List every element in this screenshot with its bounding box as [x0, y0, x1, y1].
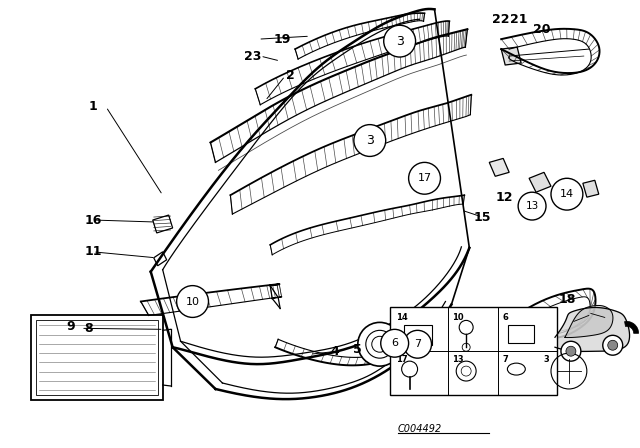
Text: 20: 20 [533, 23, 551, 36]
Bar [404, 325, 431, 345]
Text: 3: 3 [366, 134, 374, 147]
Text: 14: 14 [396, 314, 408, 323]
Text: 17: 17 [417, 173, 431, 183]
Bar [508, 325, 534, 343]
Circle shape [384, 25, 415, 57]
Text: 5: 5 [353, 343, 362, 356]
Text: 13: 13 [452, 355, 464, 364]
Text: 19: 19 [273, 33, 291, 46]
Circle shape [561, 341, 581, 361]
Polygon shape [565, 306, 613, 337]
Circle shape [354, 125, 386, 156]
Bar [36, 320, 157, 395]
Circle shape [358, 323, 402, 366]
Text: 7: 7 [502, 355, 508, 364]
Text: 10: 10 [186, 297, 200, 306]
Text: 4: 4 [330, 345, 339, 358]
Circle shape [177, 286, 209, 318]
Text: 2: 2 [285, 69, 294, 82]
Circle shape [566, 346, 576, 356]
Polygon shape [501, 47, 521, 65]
Text: 6: 6 [391, 338, 398, 348]
Text: 3: 3 [396, 34, 404, 47]
Circle shape [404, 330, 431, 358]
Text: 13: 13 [525, 201, 539, 211]
Polygon shape [529, 172, 551, 192]
Circle shape [608, 340, 618, 350]
Text: 16: 16 [84, 214, 102, 227]
Text: 21: 21 [510, 13, 528, 26]
Text: 3: 3 [543, 355, 548, 364]
Circle shape [603, 335, 623, 355]
Text: C004492: C004492 [397, 424, 442, 434]
Polygon shape [583, 180, 599, 197]
Bar [31, 315, 163, 400]
Text: 10: 10 [452, 314, 464, 323]
Text: 23: 23 [244, 50, 261, 63]
Text: 17: 17 [396, 355, 407, 364]
Text: 7: 7 [414, 339, 421, 349]
Bar [390, 307, 557, 395]
Polygon shape [555, 307, 630, 351]
Text: 14: 14 [560, 189, 574, 199]
Text: 6: 6 [502, 314, 508, 323]
Text: 8: 8 [84, 322, 93, 335]
Text: 12: 12 [495, 191, 513, 204]
Text: 11: 11 [84, 246, 102, 258]
Text: 15: 15 [474, 211, 491, 224]
Circle shape [408, 162, 440, 194]
Circle shape [551, 178, 583, 210]
Polygon shape [489, 159, 509, 177]
Text: 22: 22 [492, 13, 510, 26]
Wedge shape [625, 321, 639, 333]
Text: 9: 9 [67, 320, 76, 333]
Text: 18: 18 [558, 293, 575, 306]
Circle shape [518, 192, 546, 220]
Circle shape [381, 329, 408, 357]
Text: 1: 1 [88, 100, 97, 113]
